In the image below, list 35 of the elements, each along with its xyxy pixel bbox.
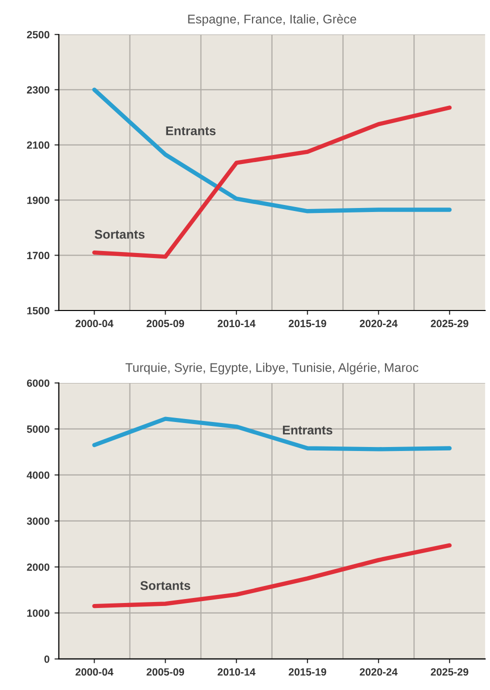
series-label: Entrants — [282, 426, 332, 435]
x-tick-label: 2010-14 — [218, 320, 256, 328]
y-tick-label: 2000 — [26, 563, 50, 571]
x-tick-label: 2020-24 — [360, 320, 398, 328]
x-tick-label: 2025-29 — [430, 320, 468, 328]
chart-title: Turquie, Syrie, Egypte, Libye, Tunisie, Algérie, Maroc — [126, 362, 418, 374]
line-series — [92, 416, 452, 452]
line-series — [92, 106, 452, 259]
y-tick-label: 2100 — [26, 141, 50, 149]
y-tick-label: 4000 — [26, 471, 50, 479]
y-tick-label: 0 — [44, 655, 50, 663]
y-tick-label: 1900 — [27, 196, 50, 204]
x-tick-label: 2020-24 — [360, 668, 398, 676]
x-tick-label: 2025-29 — [430, 668, 468, 676]
series-label: Sortants — [140, 581, 190, 590]
y-tick-label: 1000 — [27, 609, 50, 617]
series-label: Entrants — [166, 126, 216, 136]
x-tick-label: 2005-09 — [146, 320, 184, 328]
y-tick-label: 6000 — [26, 379, 50, 387]
y-tick-label: 2500 — [26, 31, 50, 38]
y-tick-label: 5000 — [26, 425, 50, 433]
y-tick-label: 3000 — [26, 517, 50, 525]
line-series — [92, 543, 452, 608]
x-tick-label: 2010-14 — [218, 668, 256, 676]
x-tick-label: 2000-04 — [76, 320, 114, 328]
y-tick-label: 1700 — [27, 252, 50, 260]
y-tick-label: 2300 — [26, 86, 50, 94]
chart-title: Espagne, France, Italie, Grèce — [188, 14, 356, 26]
series-label: Sortants — [94, 230, 145, 239]
x-tick-label: 2005-09 — [146, 668, 184, 676]
x-tick-label: 2015-19 — [288, 320, 326, 328]
x-tick-label: 2000-04 — [76, 668, 114, 676]
line-series — [92, 88, 452, 214]
x-tick-label: 2015-19 — [288, 668, 326, 676]
y-tick-label: 1500 — [27, 307, 50, 314]
